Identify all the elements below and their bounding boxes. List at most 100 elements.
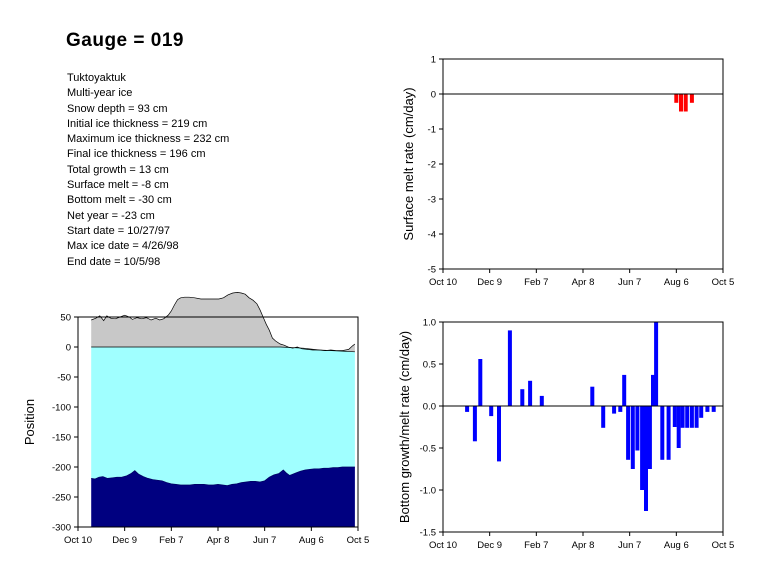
y-tick-label: 0.5 [423, 360, 436, 371]
y-tick-label: -5 [428, 265, 436, 276]
info-net-year: Net year = -23 cm [67, 209, 155, 222]
bar [672, 406, 677, 427]
y-tick-label: -2 [428, 160, 436, 171]
water-area [91, 467, 355, 527]
info-bottom-melt: Bottom melt = -30 cm [67, 194, 172, 207]
bar [507, 330, 512, 406]
y-tick-label: 1 [431, 55, 436, 66]
y-axis-label: Surface melt rate (cm/day) [401, 87, 416, 240]
y-tick-label: -4 [428, 230, 436, 241]
x-tick-label: Apr 8 [572, 540, 595, 551]
gauge-info-panel: Tuktoyaktuk Multi-year ice Snow depth = … [67, 71, 229, 270]
bar [489, 406, 494, 417]
y-axis-label: Position [22, 399, 37, 445]
bar [622, 374, 627, 406]
x-tick-label: Aug 6 [664, 277, 689, 288]
info-start-date: Start date = 10/27/97 [67, 224, 171, 237]
y-tick-label: 1.0 [423, 318, 436, 329]
y-tick-label: 0 [66, 343, 71, 354]
x-tick-label: Oct 10 [429, 540, 457, 551]
x-tick-label: Apr 8 [207, 535, 230, 546]
y-tick-label: -150 [52, 433, 71, 444]
bar [694, 406, 699, 428]
bar [601, 406, 606, 428]
bar [689, 94, 694, 103]
bar [472, 406, 477, 442]
bar [705, 406, 710, 412]
chart-title: Gauge = 019 [66, 30, 184, 51]
x-tick-label: Oct 5 [347, 535, 370, 546]
bar [618, 406, 623, 412]
y-tick-label: 0.0 [423, 402, 436, 413]
y-tick-label: -200 [52, 463, 71, 474]
plot-frame [442, 58, 724, 270]
bar [666, 406, 671, 460]
x-tick-label: Jun 7 [253, 535, 276, 546]
y-tick-label: -3 [428, 195, 436, 206]
bar [644, 406, 648, 511]
y-axis-label: Bottom growth/melt rate (cm/day) [397, 331, 412, 523]
bar [539, 395, 544, 406]
x-tick-label: Jun 7 [618, 540, 641, 551]
bar [654, 322, 659, 406]
info-end-date: End date = 10/5/98 [67, 255, 161, 268]
y-tick-label: -250 [52, 493, 71, 504]
info-snow-depth: Snow depth = 93 cm [67, 102, 168, 115]
ice-surface-line [91, 346, 355, 353]
bar [590, 386, 595, 406]
x-tick-label: Feb 7 [524, 540, 548, 551]
bar [651, 374, 655, 406]
info-ice-type: Multi-year ice [67, 87, 133, 100]
x-tick-label: Dec 9 [112, 535, 137, 546]
snow-surface-line [91, 292, 356, 351]
x-tick-label: Oct 5 [712, 540, 735, 551]
bar [676, 406, 681, 448]
snow-area [91, 292, 355, 352]
bar [478, 359, 483, 406]
x-tick-label: Aug 6 [299, 535, 324, 546]
info-initial-thickness: Initial ice thickness = 219 cm [67, 117, 208, 130]
bar [647, 406, 652, 469]
info-max-thickness: Maximum ice thickness = 232 cm [67, 133, 230, 146]
bar [680, 406, 685, 428]
info-location: Tuktoyaktuk [67, 72, 126, 84]
bar [660, 406, 665, 460]
info-total-growth: Total growth = 13 cm [67, 163, 169, 176]
bar [626, 406, 631, 460]
y-tick-label: 50 [60, 313, 71, 324]
info-max-ice-date: Max ice date = 4/26/98 [67, 240, 179, 253]
x-tick-label: Oct 10 [64, 535, 92, 546]
y-tick-label: -1.0 [420, 486, 436, 497]
x-tick-label: Feb 7 [159, 535, 183, 546]
x-tick-label: Dec 9 [477, 540, 502, 551]
y-tick-label: 0 [431, 90, 436, 101]
x-tick-label: Oct 10 [429, 277, 457, 288]
bar [528, 380, 533, 406]
x-tick-label: Feb 7 [524, 277, 548, 288]
bar [685, 406, 690, 428]
bar [699, 406, 704, 418]
ice-bottom-line [91, 466, 355, 486]
bar [711, 406, 716, 412]
x-tick-label: Oct 5 [712, 277, 735, 288]
x-tick-label: Dec 9 [477, 277, 502, 288]
x-tick-label: Aug 6 [664, 540, 689, 551]
bar [679, 94, 683, 112]
bar [497, 406, 501, 462]
y-tick-label: -100 [52, 403, 71, 414]
info-surface-melt: Surface melt = -8 cm [67, 179, 169, 192]
x-tick-label: Jun 7 [618, 277, 641, 288]
bar [520, 389, 525, 406]
bar [674, 94, 679, 103]
y-tick-label: -300 [52, 523, 71, 534]
y-tick-label: -1 [428, 125, 436, 136]
bar [630, 406, 635, 469]
y-tick-label: -0.5 [420, 444, 436, 455]
bar [465, 406, 470, 412]
info-final-thickness: Final ice thickness = 196 cm [67, 148, 206, 161]
ice-area [91, 347, 355, 486]
bar [635, 406, 640, 451]
